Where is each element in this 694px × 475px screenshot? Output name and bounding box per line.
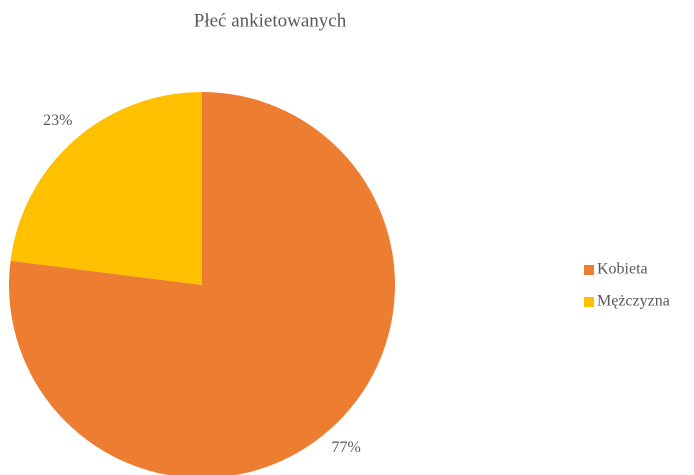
data-label: 23% [43,112,72,129]
pie-slice [10,92,202,285]
data-label: 77% [332,439,361,456]
legend-label: Mężczyzna [597,293,670,310]
legend-swatch [584,297,594,307]
chart-title: Płeć ankietowanych [194,10,347,31]
legend-swatch [584,265,594,275]
legend-label: Kobieta [597,261,648,278]
pie-slice [9,92,395,475]
